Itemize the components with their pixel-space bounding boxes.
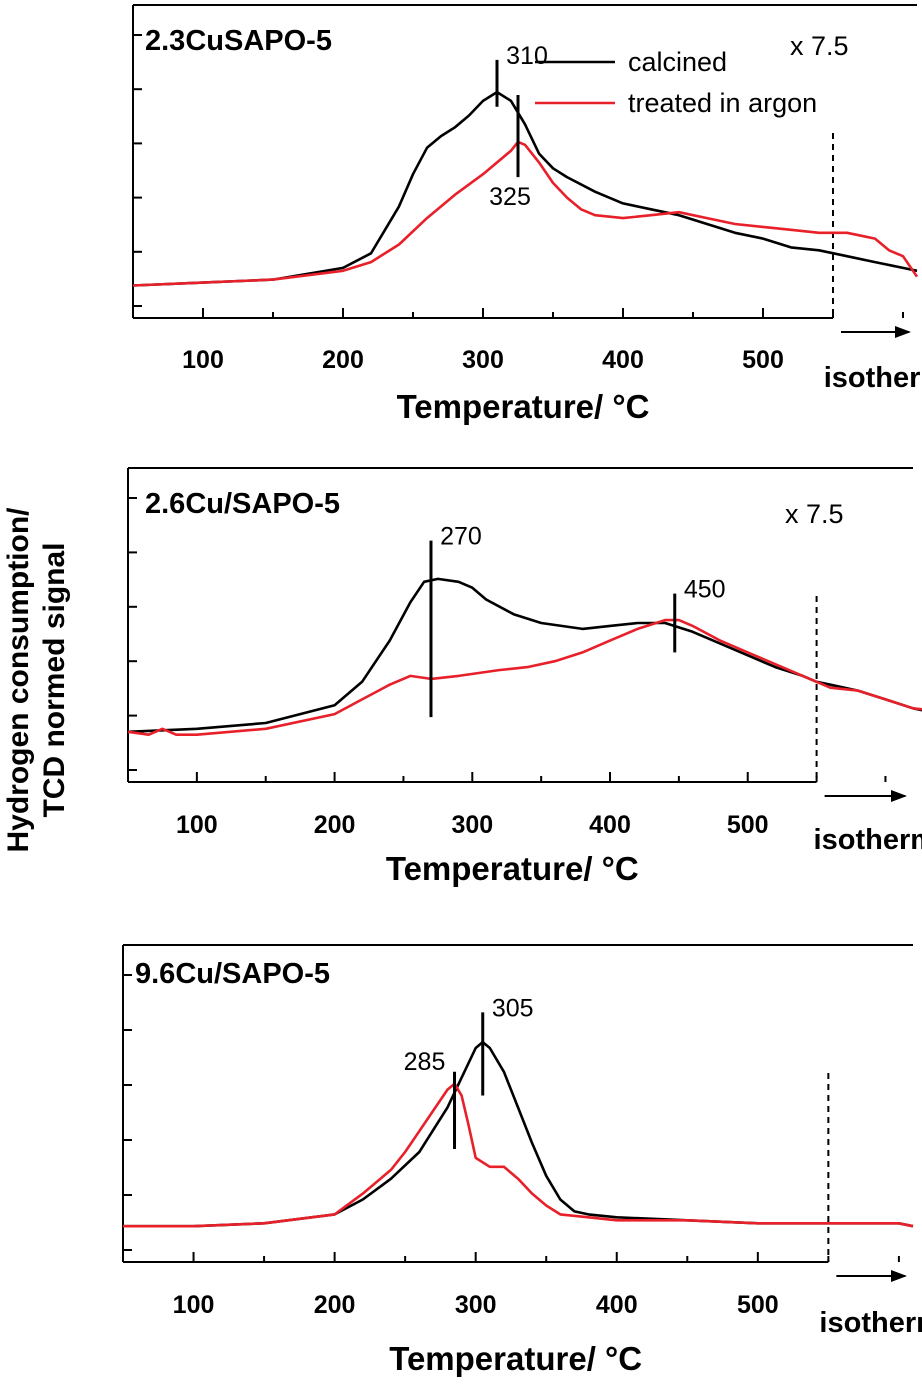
- legend-label-argon: treated in argon: [628, 88, 817, 118]
- x-tick-label: 200: [314, 1291, 356, 1319]
- series-line-calcined: [127, 577, 922, 734]
- series-line-argon: [127, 618, 922, 736]
- x-tick-label: 500: [727, 811, 769, 839]
- y-axis-title-line1: Hydrogen consumption/: [2, 507, 35, 853]
- chart-panel-2: 100 200 300 400 500 isotherm Temperature/ °C 2.…: [127, 467, 922, 887]
- isotherm-arrowhead: [891, 1270, 907, 1282]
- series-line-calcined: [132, 90, 918, 287]
- x-tick-label: 100: [173, 1291, 215, 1319]
- isotherm-label: isotherm: [819, 1307, 922, 1339]
- x-axis-title: Temperature/ °C: [397, 388, 650, 425]
- series-line-argon: [132, 140, 919, 287]
- x-tick-label: 400: [589, 811, 631, 839]
- isotherm-label: isotherm: [824, 362, 922, 394]
- x-tick-label: 100: [176, 811, 218, 839]
- x-tick-label: 400: [596, 1291, 638, 1319]
- x-tick-label: 300: [462, 346, 504, 374]
- x-tick-label: 200: [322, 346, 364, 374]
- panel-label: 9.6Cu/SAPO-5: [135, 958, 330, 990]
- peak-label: 310: [506, 42, 548, 70]
- x-axis-title: Temperature/ °C: [386, 850, 639, 887]
- x-tick-label: 300: [455, 1291, 497, 1319]
- peak-label: 450: [684, 576, 726, 604]
- scale-multiplier: x 7.5: [790, 31, 849, 61]
- x-tick-label: 400: [602, 346, 644, 374]
- peak-label: 285: [404, 1048, 446, 1076]
- x-tick-label: 500: [742, 346, 784, 374]
- peak-label: 305: [492, 994, 534, 1022]
- chart-panels: 100 200 300 400 500 isotherm Temperature/ °C 2.…: [122, 4, 922, 1377]
- peak-label: 325: [489, 183, 531, 211]
- chart-panel-1: 100 200 300 400 500 isotherm Temperature/ °C 2.…: [132, 4, 922, 425]
- chart-panel-3: 100 200 300 400 500 isotherm Temperature/ °C 9.…: [122, 944, 922, 1377]
- isotherm-label: isotherm: [814, 824, 922, 856]
- x-tick-label: 200: [314, 811, 356, 839]
- series-line-calcined: [123, 1040, 914, 1228]
- x-tick-label: 300: [451, 811, 493, 839]
- x-axis-title: Temperature/ °C: [389, 1340, 642, 1377]
- legend-label-calcined: calcined: [628, 47, 727, 77]
- isotherm-arrowhead: [895, 326, 911, 338]
- isotherm-arrowhead: [891, 790, 907, 802]
- peak-label: 270: [440, 523, 482, 551]
- x-tick-label: 500: [737, 1291, 779, 1319]
- panel-label: 2.3CuSAPO-5: [145, 25, 332, 57]
- x-tick-label: 100: [182, 346, 224, 374]
- scale-multiplier: x 7.5: [785, 499, 844, 529]
- series-line-argon: [123, 1082, 914, 1228]
- panel-label: 2.6Cu/SAPO-5: [145, 488, 340, 520]
- y-axis-title-line2: TCD normed signal: [38, 542, 71, 817]
